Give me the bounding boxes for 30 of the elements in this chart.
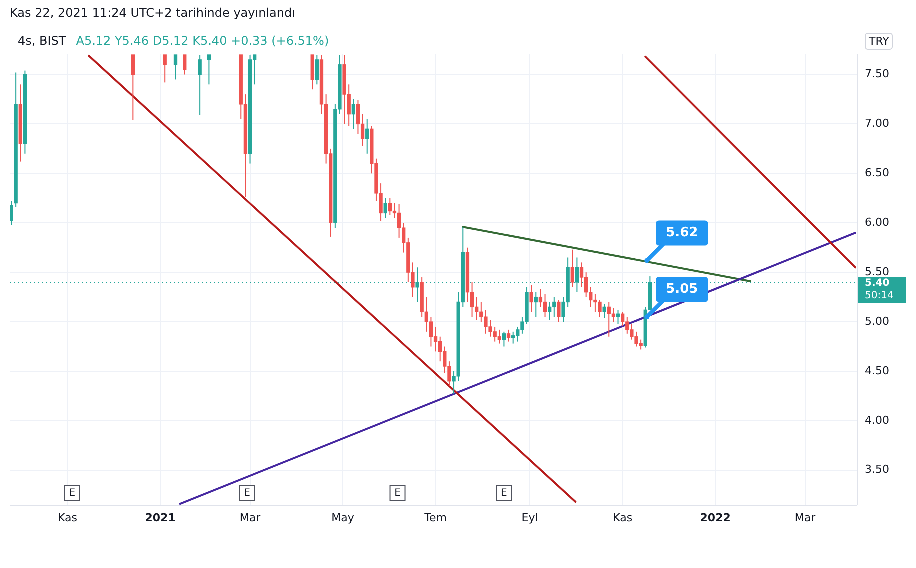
x-tick-label: Kas	[58, 511, 78, 524]
x-tick-label: Tem	[424, 511, 447, 524]
y-tick-label: 4.50	[865, 364, 890, 378]
chart-subtitle: 4s, BIST	[18, 34, 66, 48]
annotation: E	[244, 488, 250, 500]
text: 50:14	[865, 290, 894, 302]
annotation: E	[69, 488, 76, 500]
y-tick-label: 7.00	[865, 117, 890, 130]
x-tick-label: 2021	[145, 511, 176, 524]
text: TRY	[865, 33, 894, 50]
x-tick-label: Eyl	[522, 511, 538, 524]
annotation: 5.62	[666, 226, 698, 241]
annotation: 5.05	[666, 282, 698, 297]
y-tick-label: 7.50	[865, 68, 890, 81]
y-tick-label: 6.50	[865, 166, 890, 180]
x-tick-label: 2022	[700, 511, 731, 524]
y-tick-label: 3.50	[865, 463, 890, 476]
ref-line-label: 5.40	[865, 278, 890, 290]
x-tick-label: Kas	[613, 511, 633, 524]
y-tick-label: 4.00	[865, 414, 890, 427]
chart-title: Kas 22, 2021 11:24 UTC+2 tarihinde yayınlandı	[10, 6, 296, 20]
x-tick-label: Mar	[240, 511, 262, 524]
text: A5.12 Y5.46 D5.12 K5.40 +0.33 (+6.51%)	[76, 34, 330, 48]
annotation: E	[394, 488, 401, 500]
annotation: E	[501, 488, 508, 500]
y-tick-label: 5.00	[865, 314, 890, 328]
y-tick-label: 6.00	[865, 216, 890, 229]
y-tick-label: 5.50	[865, 265, 890, 278]
x-tick-label: May	[332, 511, 355, 524]
x-tick-label: Mar	[794, 511, 816, 524]
